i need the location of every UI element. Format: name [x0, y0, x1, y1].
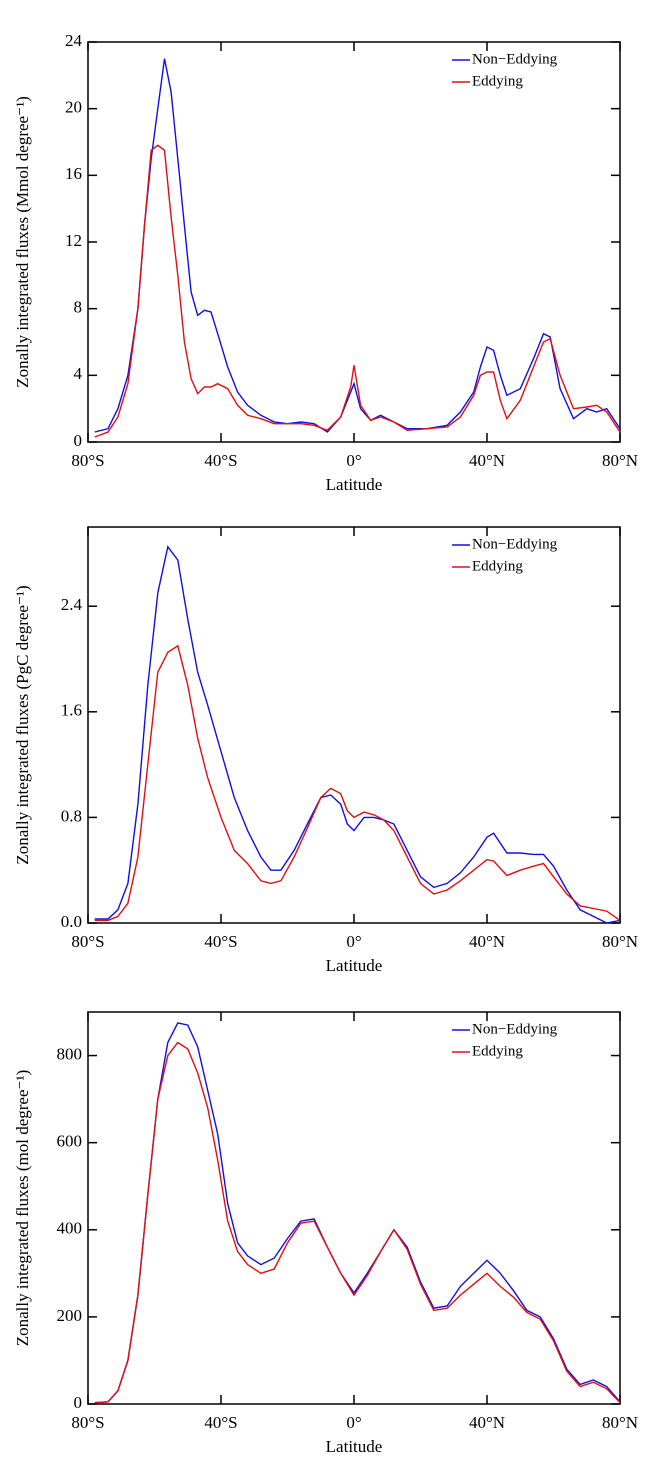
y-tick-label: 200: [57, 1306, 83, 1325]
legend-label: Eddying: [472, 558, 523, 574]
y-tick-label: 800: [57, 1044, 83, 1063]
legend-label: Non−Eddying: [472, 1021, 558, 1037]
legend-label: Non−Eddying: [472, 536, 558, 552]
legend-label: Eddying: [472, 1043, 523, 1059]
x-tick-label: 0°: [346, 451, 361, 470]
x-tick-label: 0°: [346, 932, 361, 951]
x-axis-label: Latitude: [326, 475, 383, 494]
data-line: [94, 144, 621, 438]
y-tick-label: 400: [57, 1219, 83, 1238]
y-tick-label: 16: [65, 164, 82, 183]
x-tick-label: 40°S: [204, 451, 237, 470]
x-tick-label: 40°N: [469, 451, 505, 470]
x-tick-label: 80°N: [602, 451, 638, 470]
x-axis-label: Latitude: [326, 1437, 383, 1456]
y-tick-label: 0: [74, 431, 83, 450]
x-tick-label: 40°N: [469, 932, 505, 951]
x-tick-label: 0°: [346, 1413, 361, 1432]
x-tick-label: 80°N: [602, 1413, 638, 1432]
x-tick-label: 40°S: [204, 932, 237, 951]
y-tick-label: 2.4: [61, 595, 83, 614]
plot-frame: [87, 526, 621, 924]
y-tick-label: 0.8: [61, 806, 82, 825]
y-axis-label: Zonally integrated fluxes (mol degree⁻¹): [13, 1070, 32, 1347]
legend-label: Non−Eddying: [472, 51, 558, 67]
y-axis-label: Zonally integrated fluxes (PgC degree⁻¹): [13, 585, 32, 864]
x-tick-label: 80°S: [71, 932, 104, 951]
x-tick-label: 80°S: [71, 1413, 104, 1432]
y-tick-label: 8: [74, 298, 83, 317]
x-tick-label: 40°N: [469, 1413, 505, 1432]
data-line: [94, 58, 621, 433]
plot-frame: [87, 1011, 621, 1405]
y-tick-label: 600: [57, 1132, 83, 1151]
y-tick-label: 12: [65, 231, 82, 250]
data-line: [94, 1041, 621, 1404]
x-tick-label: 80°S: [71, 451, 104, 470]
x-tick-label: 80°N: [602, 932, 638, 951]
data-line: [94, 1022, 621, 1404]
legend-label: Eddying: [472, 73, 523, 89]
y-tick-label: 24: [65, 31, 83, 50]
data-line: [94, 545, 621, 924]
x-axis-label: Latitude: [326, 956, 383, 975]
y-tick-label: 0.0: [61, 912, 82, 931]
y-tick-label: 20: [65, 98, 82, 117]
y-tick-label: 0: [74, 1393, 83, 1412]
y-tick-label: 1.6: [61, 701, 82, 720]
y-tick-label: 4: [74, 364, 83, 383]
y-axis-label: Zonally integrated fluxes (Mmol degree⁻¹…: [13, 96, 32, 388]
data-line: [94, 644, 621, 922]
x-tick-label: 40°S: [204, 1413, 237, 1432]
